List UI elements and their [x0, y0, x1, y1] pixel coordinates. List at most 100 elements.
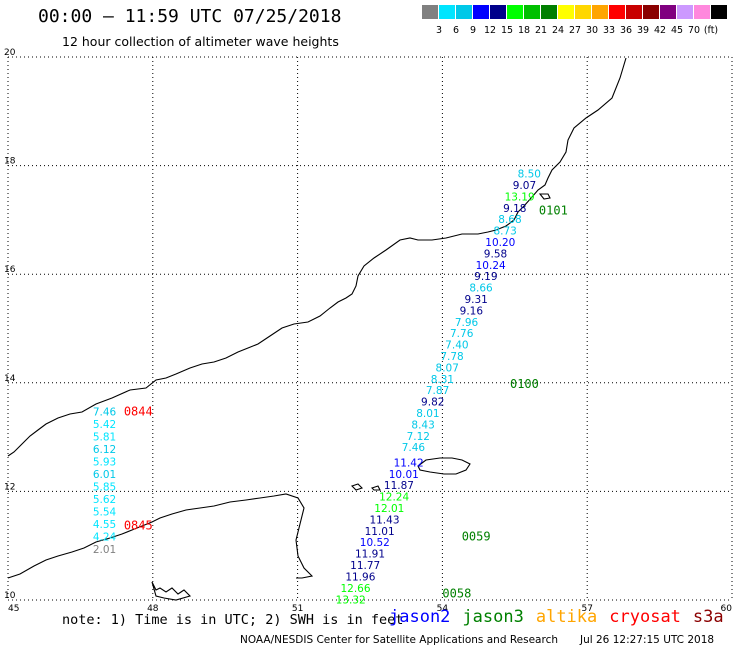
pass-time-label: 0844 [124, 404, 153, 418]
wave-height-value: 10.52 [360, 537, 390, 549]
map-title: 00:00 – 11:59 UTC 07/25/2018 [38, 6, 342, 27]
wave-height-value: 8.68 [498, 214, 521, 226]
wave-height-value: 5.62 [93, 494, 116, 506]
color-scale-label: 27 [568, 25, 582, 36]
wave-height-value: 5.93 [93, 456, 116, 468]
color-swatch [592, 5, 608, 19]
color-scale-label: 6 [452, 25, 460, 36]
wave-height-value: 5.81 [93, 431, 116, 443]
satellite-altika: altika [535, 607, 598, 627]
x-tick-label: 57 [581, 604, 592, 614]
small-island-3 [538, 193, 551, 200]
y-tick-label: 16 [4, 265, 16, 275]
y-tick-label: 20 [4, 48, 16, 58]
wave-height-value: 7.78 [440, 351, 463, 363]
wave-height-value: 9.07 [513, 180, 536, 192]
wave-height-value: 11.43 [369, 514, 399, 526]
color-swatch [575, 5, 591, 19]
wave-height-value: 9.18 [503, 203, 526, 215]
socotra-island [417, 457, 471, 475]
small-island-1 [350, 483, 364, 491]
pass-time-label: 0101 [539, 203, 568, 217]
color-swatch [660, 5, 676, 19]
y-tick-label: 10 [4, 591, 16, 601]
wave-height-value: 7.40 [445, 340, 468, 352]
pass-time-label: 0058 [442, 586, 471, 600]
wave-height-value: 9.82 [421, 397, 444, 409]
pass-time-label: 0100 [510, 377, 539, 391]
wave-height-value: 11.91 [355, 549, 385, 561]
pass-time-label: 0845 [124, 518, 153, 532]
satellite-s3a: s3a [692, 607, 724, 627]
x-tick-label: 60 [721, 604, 733, 614]
wave-height-value: 7.96 [455, 317, 479, 329]
wave-data-layer: 7.465.425.816.125.936.015.855.625.544.55… [93, 169, 541, 607]
wave-height-value: 8.73 [493, 226, 516, 238]
wave-height-value: 8.43 [411, 419, 434, 431]
wave-height-value: 8.07 [436, 362, 459, 374]
color-scale-label: 33 [602, 25, 616, 36]
wave-height-value: 10.24 [476, 260, 506, 272]
satellite-jason2: jason2 [389, 607, 451, 627]
color-scale-label: 9 [469, 25, 477, 36]
x-tick-label: 54 [437, 604, 449, 614]
color-swatch [439, 5, 455, 19]
wave-height-value: 12.01 [374, 503, 404, 515]
wave-height-value: 10.20 [485, 237, 515, 249]
color-swatch [456, 5, 472, 19]
credit-text: NOAA/NESDIS Center for Satellite Applica… [240, 634, 558, 646]
wave-height-value: 4.24 [93, 531, 117, 543]
color-swatch [711, 5, 727, 19]
map-subtitle: 12 hour collection of altimeter wave hei… [62, 34, 339, 49]
color-swatch [694, 5, 710, 19]
wave-height-value: 11.01 [365, 526, 395, 538]
wave-height-value: 11.87 [384, 480, 414, 492]
wave-height-value: 13.19 [505, 191, 535, 203]
color-swatch [643, 5, 659, 19]
wave-height-value: 11.77 [350, 560, 380, 572]
pass-time-label: 0059 [462, 529, 491, 543]
color-scale-label: 24 [551, 25, 565, 36]
wave-height-value: 10.01 [389, 469, 419, 481]
wave-height-value: 11.96 [345, 571, 375, 583]
color-scale-label: 3 [435, 25, 443, 36]
coastline [7, 57, 627, 601]
y-tick-label: 14 [4, 374, 16, 384]
color-scale-label: 15 [500, 25, 514, 36]
wave-height-value: 7.87 [426, 385, 449, 397]
wave-height-value: 5.42 [93, 419, 116, 431]
wave-height-value: 2.01 [93, 544, 116, 556]
y-tick-label: 18 [4, 157, 16, 167]
color-swatch [626, 5, 642, 19]
wave-height-value: 8.01 [416, 408, 439, 420]
wave-height-value: 9.31 [464, 294, 487, 306]
y-tick-label: 12 [4, 482, 15, 492]
color-swatch [558, 5, 574, 19]
color-scale-label: 70 [687, 25, 701, 36]
wave-height-value: 6.01 [93, 469, 116, 481]
timestamp-text: Jul 26 12:27:15 UTC 2018 [580, 634, 715, 646]
wave-height-value: 9.16 [460, 305, 484, 317]
x-tick-label: 45 [8, 604, 19, 614]
small-island-2 [370, 485, 381, 491]
note-text: note: 1) Time is in UTC; 2) SWH is in fe… [62, 612, 404, 628]
wave-height-value: 7.46 [93, 406, 117, 418]
satellite-legend: jason2 jason3 altika cryosat s3a [389, 607, 724, 627]
african-coast [7, 493, 314, 579]
color-swatch [677, 5, 693, 19]
wave-height-value: 12.24 [379, 492, 409, 504]
color-scale-label: 30 [585, 25, 599, 36]
color-swatch [524, 5, 540, 19]
color-scale-label: 12 [483, 25, 497, 36]
color-scale-label: 18 [517, 25, 531, 36]
color-swatch [541, 5, 557, 19]
wave-height-value: 9.58 [484, 248, 507, 260]
wave-height-value: 5.54 [93, 506, 117, 518]
wave-height-value: 6.12 [93, 444, 116, 456]
satellite-jason3: jason3 [462, 607, 524, 627]
wave-height-value: 7.12 [407, 431, 430, 443]
wave-height-value: 9.19 [474, 271, 497, 283]
color-swatch [507, 5, 523, 19]
axis-tick-labels: 45 48 51 54 57 60 20 18 16 14 12 10 [4, 48, 732, 614]
